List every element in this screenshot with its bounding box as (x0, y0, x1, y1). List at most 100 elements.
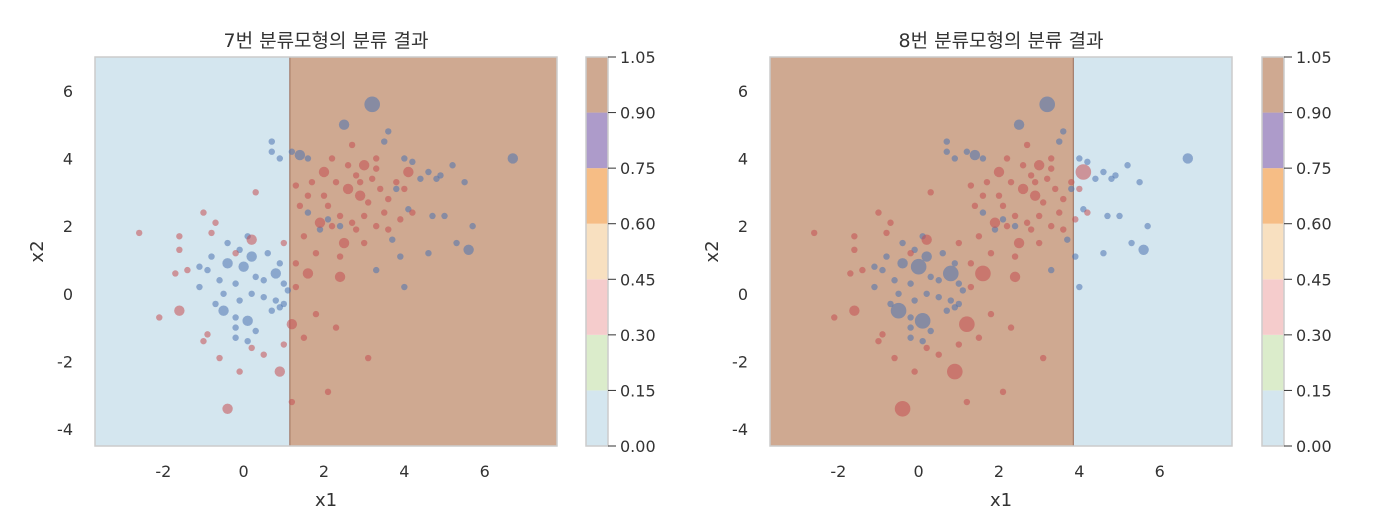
colorbar-tick-label: 0.60 (1296, 215, 1332, 234)
point-class1-12 (1076, 164, 1092, 180)
point-class1-74 (1048, 165, 1054, 171)
point-class1-72 (349, 142, 355, 148)
x-tick-label: -2 (155, 462, 171, 481)
point-class1-21 (373, 223, 379, 229)
point-class0-4 (970, 150, 980, 160)
point-class1-8 (1030, 190, 1040, 200)
point-class0-58 (879, 267, 885, 273)
point-class1-61 (248, 345, 254, 351)
point-class1-24 (333, 179, 339, 185)
subplot-model-7: -2 0 2 4 6 -4 -2 0 2 4 6 7번 분류모형의 분류 결과 x1 x2 (27, 30, 557, 511)
point-class0-56 (244, 338, 250, 344)
point-class0-68 (944, 307, 950, 313)
y-tick-label: 6 (63, 82, 73, 101)
point-class1-1 (329, 155, 335, 161)
point-class1-31 (293, 260, 299, 266)
point-class1-30 (975, 266, 991, 282)
point-class0-27 (1072, 253, 1078, 259)
point-class0-30 (389, 236, 395, 242)
point-class1-72 (1024, 142, 1030, 148)
point-class1-23 (1056, 209, 1062, 215)
colorbar-tick-label: 0.90 (1296, 104, 1332, 123)
point-class0-23 (469, 223, 475, 229)
point-class0-0 (364, 97, 380, 113)
point-class0-32 (325, 216, 331, 222)
point-class0-33 (305, 209, 311, 215)
point-class0-55 (252, 328, 258, 334)
point-class1-9 (377, 186, 383, 192)
x-tick-label: 0 (239, 462, 249, 481)
point-class0-69 (220, 291, 226, 297)
point-class1-63 (1036, 240, 1042, 246)
colorbar-segment-3 (1262, 224, 1284, 280)
point-class0-43 (907, 280, 913, 286)
point-class1-5 (369, 176, 375, 182)
point-class1-11 (1068, 179, 1074, 185)
point-class0-37 (952, 260, 958, 266)
point-class1-68 (329, 223, 335, 229)
point-class1-5 (1044, 176, 1050, 182)
point-class1-35 (289, 399, 295, 405)
point-class0-13 (417, 176, 423, 182)
point-class0-33 (980, 209, 986, 215)
point-class1-44 (831, 314, 837, 320)
point-class1-69 (988, 250, 994, 256)
point-class0-59 (883, 253, 889, 259)
point-class1-8 (355, 190, 365, 200)
point-class0-36 (265, 250, 271, 256)
point-class0-48 (236, 297, 242, 303)
point-class1-65 (1060, 226, 1066, 232)
point-class0-67 (281, 301, 287, 307)
point-class0-59 (208, 253, 214, 259)
point-class1-29 (335, 272, 345, 282)
point-class1-48 (851, 233, 857, 239)
point-class1-71 (401, 186, 407, 192)
point-class1-17 (325, 203, 331, 209)
point-class0-29 (401, 284, 407, 290)
point-class0-67 (956, 301, 962, 307)
x-tick-label: -2 (830, 462, 846, 481)
colorbar-tick-label: 0.75 (1296, 159, 1332, 178)
point-class1-12 (403, 167, 413, 177)
point-class0-62 (899, 240, 905, 246)
point-class0-5 (305, 155, 311, 161)
point-class0-6 (964, 149, 970, 155)
point-class1-36 (1000, 389, 1006, 395)
point-class0-60 (871, 264, 877, 270)
point-class1-42 (875, 338, 881, 344)
point-class0-52 (242, 316, 252, 326)
point-class1-67 (409, 209, 415, 215)
point-class1-0 (994, 167, 1004, 177)
point-class1-51 (921, 234, 931, 244)
point-class1-30 (303, 268, 313, 278)
point-class1-4 (359, 160, 369, 170)
colorbar-tick-label: 0.45 (1296, 270, 1332, 289)
point-class1-7 (343, 184, 353, 194)
point-class1-37 (275, 366, 285, 376)
point-class1-54 (232, 250, 238, 256)
point-class0-12 (1100, 169, 1106, 175)
colorbar-segment-3 (586, 224, 608, 280)
point-class0-37 (277, 260, 283, 266)
colorbar-tick-label: 0.15 (1296, 381, 1332, 400)
point-class1-52 (887, 220, 893, 226)
y-tick-label: 2 (738, 217, 748, 236)
point-class0-54 (907, 335, 913, 341)
x-tick-label: 6 (480, 462, 490, 481)
point-class0-19 (393, 186, 399, 192)
point-class0-27 (397, 253, 403, 259)
subplot-model-8: -2 0 2 4 6-4-202468번 분류모형의 분류 결과x1x2 (702, 30, 1232, 511)
point-class1-64 (353, 226, 359, 232)
point-class1-70 (252, 189, 258, 195)
point-class0-12 (425, 169, 431, 175)
point-class1-43 (849, 305, 859, 315)
point-class0-57 (891, 277, 897, 283)
point-class0-51 (232, 314, 238, 320)
point-class1-45 (184, 267, 190, 273)
point-class1-71 (1076, 186, 1082, 192)
point-class1-47 (851, 247, 857, 253)
point-class0-40 (271, 268, 281, 278)
point-class1-63 (361, 240, 367, 246)
point-class1-61 (923, 345, 929, 351)
point-class0-61 (871, 284, 877, 290)
